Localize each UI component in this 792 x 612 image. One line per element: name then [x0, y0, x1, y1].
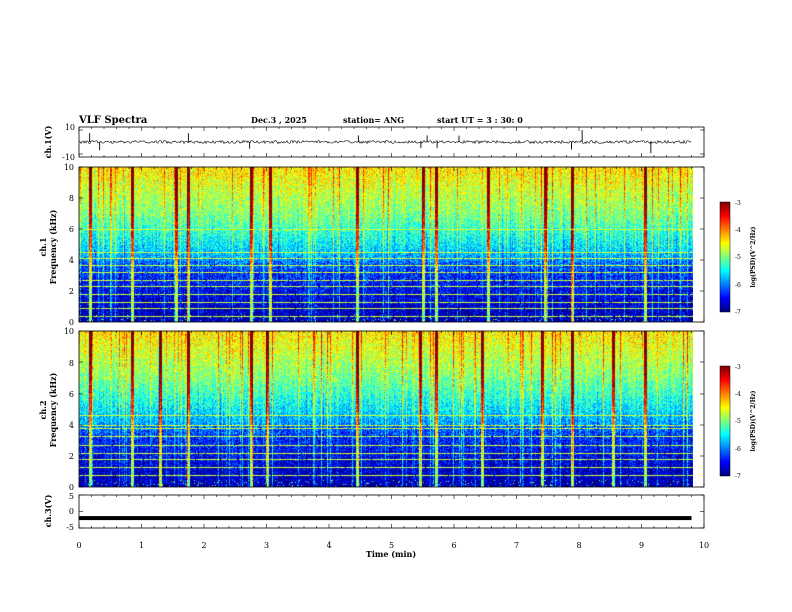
- ch2-ytick-10: 10: [64, 327, 74, 336]
- xtick-4: 4: [326, 541, 331, 550]
- cb2-tick-neg3: -3: [735, 364, 741, 371]
- ch2-spectrogram-wrap: [79, 331, 693, 487]
- ch3-waveform-ylabel: ch.3(V): [43, 494, 53, 527]
- ch2-spectrogram: [79, 331, 693, 487]
- ch2-spectrogram-ticks: [78, 330, 705, 488]
- ch1-channel-label: ch.1: [38, 237, 48, 256]
- ch1-waveform-trace: [79, 139, 692, 145]
- ch3-ytick-5: 5: [69, 492, 74, 501]
- colorbar-ch2-label: log(PSD)(V^2/Hz): [750, 390, 757, 451]
- xtick-10: 10: [699, 541, 709, 550]
- xtick-1: 1: [139, 541, 144, 550]
- colorbar-ch2-wrap: [720, 366, 730, 476]
- ch1-spectrogram-wrap: [79, 167, 693, 322]
- ch3-waveform-frame: [78, 494, 705, 529]
- colorbar-ch1: -3 -4 -5 -6 -7 log(PSD)(V^2/Hz): [719, 200, 757, 316]
- ch2-frequency-label: Frequency (kHz): [48, 372, 58, 447]
- ch2-ytick-8: 8: [69, 359, 74, 368]
- colorbar-ch1-label: log(PSD)(V^2/Hz): [750, 226, 757, 287]
- ch2-ytick-2: 2: [69, 452, 74, 461]
- date-label: Dec.3 , 2025: [251, 115, 307, 125]
- ch1-spectrogram-ytick-labels: 0 2 4 6 8 10: [64, 163, 74, 327]
- colorbar-ch1-gradient: [720, 202, 730, 312]
- cb2-tick-neg5: -5: [735, 418, 741, 425]
- ch3-waveform-trace: [79, 516, 692, 521]
- ch1-waveform-spikes: [89, 130, 652, 154]
- colorbar-ch2-frame: [719, 365, 731, 477]
- cb1-tick-neg4: -4: [735, 227, 741, 234]
- ch1-spectrogram-ticks: [78, 166, 705, 323]
- ch1-frequency-label: Frequency (kHz): [48, 209, 58, 284]
- xtick-8: 8: [576, 541, 581, 550]
- ch1-ytick-10: 10: [65, 123, 75, 132]
- ch2-ytick-6: 6: [69, 390, 74, 399]
- cb1-tick-neg5: -5: [735, 254, 741, 261]
- xtick-5: 5: [389, 541, 394, 550]
- colorbar-ch1-frame: [719, 201, 731, 313]
- ch1-ytick-4: 4: [69, 256, 74, 265]
- ch2-ytick-0: 0: [69, 483, 74, 492]
- ch2-ytick-4: 4: [69, 421, 74, 430]
- xtick-7: 7: [514, 541, 519, 550]
- ch3-waveform-panel: 5 0 -5 ch.3(V): [43, 492, 705, 532]
- ch1-waveform-ticks: [78, 127, 705, 157]
- cb2-tick-neg6: -6: [735, 446, 741, 453]
- xtick-0: 0: [76, 541, 81, 550]
- station-label: station= ANG: [343, 115, 404, 125]
- cb1-tick-neg6: -6: [735, 282, 741, 289]
- ch1-ytick-8: 8: [69, 194, 74, 203]
- ch1-ytick-2: 2: [69, 287, 74, 296]
- xtick-6: 6: [451, 541, 456, 550]
- colorbar-ch2-gradient: [720, 366, 730, 476]
- ch2-channel-label: ch.2: [38, 400, 48, 419]
- ch1-waveform-panel: 10 -10 ch.1(V): [43, 123, 705, 162]
- ch1-waveform-ylabel: ch.1(V): [43, 125, 53, 158]
- cb2-tick-neg7: -7: [735, 473, 741, 480]
- ch1-ytick-neg10: -10: [62, 153, 75, 162]
- ch3-ytick-0: 0: [69, 507, 74, 516]
- ch3-waveform-ticks: [78, 494, 705, 529]
- ch2-spectrogram-ytick-labels: 0 2 4 6 8 10: [64, 327, 74, 492]
- colorbar-ch2: -3 -4 -5 -6 -7 log(PSD)(V^2/Hz): [719, 364, 757, 480]
- ch1-ytick-6: 6: [69, 225, 74, 234]
- colorbar-ch1-wrap: [720, 202, 730, 312]
- x-axis-label: Time (min): [366, 549, 416, 559]
- ch1-ytick-10: 10: [64, 163, 74, 172]
- cb1-tick-neg3: -3: [735, 200, 741, 207]
- start-time-label: start UT = 3 : 30: 0: [437, 115, 523, 125]
- ch1-ytick-0: 0: [69, 318, 74, 327]
- xtick-3: 3: [264, 541, 269, 550]
- x-axis: 0 1 2 3 4 5 6 7 8 9 10 Time (min): [76, 541, 709, 559]
- ch1-spectrogram: [79, 167, 693, 322]
- xtick-2: 2: [201, 541, 206, 550]
- ch1-spectrogram-panel: 0 2 4 6 8 10 ch.1 Frequency (kHz): [38, 163, 705, 327]
- cb1-tick-neg7: -7: [735, 309, 741, 316]
- ch3-ytick-neg5: -5: [66, 523, 74, 532]
- figure-title: VLF Spectra: [78, 115, 148, 126]
- cb2-tick-neg4: -4: [735, 391, 741, 398]
- ch2-spectrogram-panel: 0 2 4 6 8 10 ch.2 Frequency (kHz): [38, 327, 705, 492]
- xtick-9: 9: [639, 541, 644, 550]
